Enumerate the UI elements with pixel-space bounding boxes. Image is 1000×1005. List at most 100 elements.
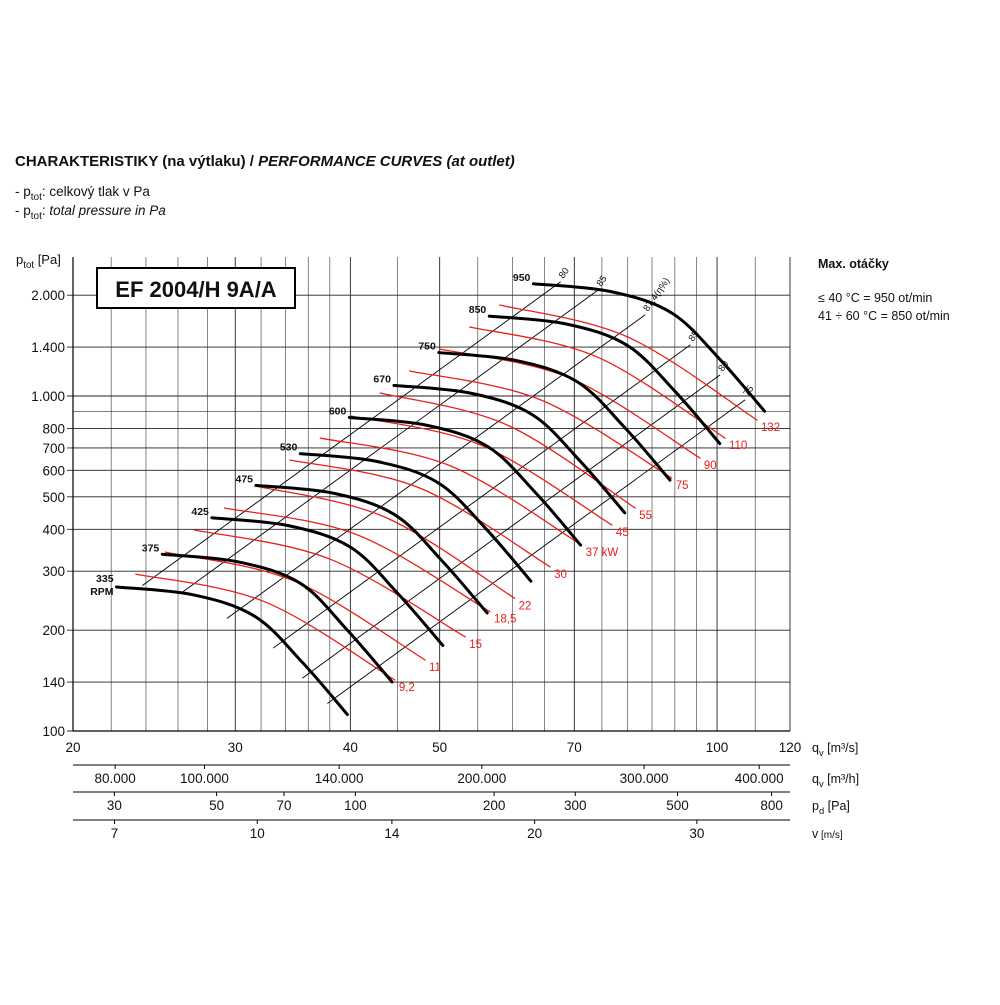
- rpm-curve: [487, 314, 722, 446]
- x-tick-label: 100: [706, 740, 729, 755]
- y-tick-label: 200: [42, 623, 65, 638]
- rpm-label: 375: [142, 542, 160, 554]
- max-speed-title: Max. otáčky: [818, 257, 889, 271]
- efficiency-label: 80: [557, 266, 572, 281]
- power-curve: [223, 507, 491, 613]
- y-tick-label: 500: [42, 490, 65, 505]
- power-label: 75: [676, 480, 689, 492]
- axis-label: pd [Pa]: [812, 799, 850, 816]
- label-symbol: q: [812, 741, 819, 755]
- label-unit: [m³/h]: [824, 772, 859, 786]
- power-curve: [319, 437, 583, 546]
- power-label: 11: [429, 662, 441, 674]
- power-curve: [135, 573, 396, 681]
- label-sub: d: [819, 806, 824, 816]
- axis-label: v [m/s]: [812, 827, 843, 841]
- x-tick-label: 50: [432, 740, 447, 755]
- note-sub: tot: [31, 192, 42, 203]
- secondary-tick-label: 80.000: [95, 771, 136, 786]
- title-text: CHARAKTERISTIKY (na výtlaku) /: [15, 153, 258, 170]
- rpm-curve: [160, 552, 394, 684]
- y-tick-label: 700: [42, 441, 65, 456]
- efficiency-line: [180, 289, 599, 594]
- secondary-tick-label: 20: [527, 826, 542, 841]
- rpm-curve: [298, 452, 533, 583]
- efficiency-label: 85: [595, 274, 610, 289]
- note-text: total pressure in Pa: [49, 203, 166, 218]
- rpm-label: 600: [329, 405, 347, 417]
- y-tick-label: 400: [42, 522, 65, 537]
- secondary-tick-label: 140.000: [315, 771, 364, 786]
- note-prefix: -: [15, 184, 23, 199]
- power-label: 30: [554, 569, 567, 581]
- power-label: 9,2: [399, 682, 415, 694]
- secondary-tick-label: 7: [111, 826, 119, 841]
- power-label: 90: [704, 460, 717, 472]
- max-speed-line: 41 ÷ 60 °C = 850 ot/min: [818, 309, 950, 323]
- label-unit: [m³/s]: [824, 741, 859, 755]
- efficiency-line: [302, 374, 721, 679]
- rpm-curve: [254, 483, 489, 615]
- y-tick-label: 100: [42, 724, 65, 739]
- y-tick-label: 1.000: [31, 389, 65, 404]
- rpm-curve: [531, 282, 767, 413]
- label-symbol: v: [812, 827, 819, 841]
- secondary-tick-label: 10: [250, 826, 265, 841]
- secondary-tick-label: 50: [209, 798, 224, 813]
- secondary-tick-label: 100.000: [180, 771, 229, 786]
- label-unit: [m/s]: [818, 830, 843, 841]
- y-tick-label: 140: [42, 675, 65, 690]
- rpm-label: 335: [96, 573, 114, 585]
- secondary-tick-label: 200.000: [457, 771, 506, 786]
- power-curve: [164, 551, 426, 661]
- title-italic: PERFORMANCE CURVES (at outlet): [258, 153, 515, 170]
- rpm-label: 850: [469, 304, 487, 316]
- secondary-tick-label: 200: [483, 798, 506, 813]
- rpm-curve: [210, 516, 445, 647]
- y-tick-label: 1.400: [31, 340, 65, 355]
- power-label: 132: [761, 422, 780, 434]
- rpm-label: 670: [373, 373, 391, 385]
- label-symbol: p: [812, 799, 819, 813]
- efficiency-line: [226, 314, 646, 619]
- secondary-tick-label: 400.000: [735, 771, 784, 786]
- secondary-tick-label: 14: [384, 826, 400, 841]
- efficiency-line: [327, 399, 746, 704]
- rpm-curve: [392, 383, 627, 515]
- rpm-curve: [347, 415, 583, 547]
- axis-label: qv [m³/h]: [812, 772, 859, 789]
- power-curve: [499, 304, 758, 421]
- x-tick-label: 20: [65, 740, 80, 755]
- power-curve: [254, 485, 516, 599]
- rpm-label: 475: [236, 473, 254, 485]
- label-sub: tot: [23, 260, 34, 271]
- power-curve: [193, 529, 466, 638]
- note-sep: :: [42, 203, 50, 218]
- power-label: 37 kW: [586, 547, 619, 559]
- max-speed-line: ≤ 40 °C = 950 ot/min: [818, 291, 932, 305]
- efficiency-line: [272, 344, 691, 649]
- efficiency-label: 85: [687, 329, 702, 344]
- x-tick-label: 30: [228, 740, 243, 755]
- y-tick-label: 800: [42, 421, 65, 436]
- note-text: celkový tlak v Pa: [49, 184, 150, 199]
- power-curve: [289, 459, 551, 568]
- y-tick-label: 600: [42, 463, 65, 478]
- rpm-curve: [437, 351, 672, 482]
- secondary-tick-label: 500: [666, 798, 689, 813]
- note-symbol: p: [23, 184, 31, 199]
- x-tick-label: 70: [567, 740, 582, 755]
- secondary-tick-label: 30: [689, 826, 704, 841]
- note-sub: tot: [31, 211, 42, 222]
- label-unit: [Pa]: [824, 799, 850, 813]
- secondary-tick-label: 100: [344, 798, 367, 813]
- rpm-label: 750: [418, 341, 436, 353]
- power-label: 55: [639, 510, 652, 522]
- y-tick-label: 2.000: [31, 288, 65, 303]
- power-label: 18,5: [494, 614, 516, 626]
- power-curve: [379, 392, 636, 509]
- power-curve: [469, 326, 726, 439]
- model-name: EF 2004/H 9A/A: [115, 277, 277, 302]
- secondary-tick-label: 800: [760, 798, 783, 813]
